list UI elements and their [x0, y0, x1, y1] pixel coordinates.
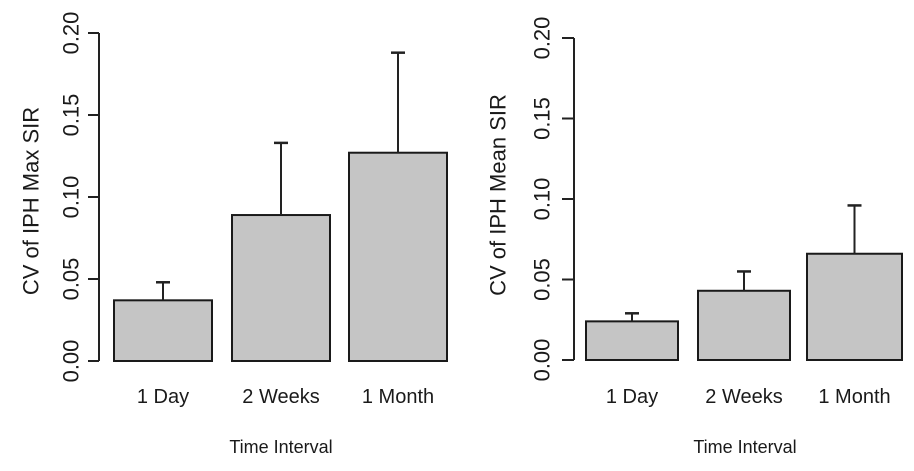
- bar-1-day: [113, 299, 213, 363]
- y-axis-tick-label: 0.05: [59, 258, 84, 301]
- x-axis-title: Time Interval: [693, 437, 796, 457]
- y-axis-tick-label: 0.20: [530, 17, 555, 60]
- y-axis-tick-label: 0.10: [530, 178, 555, 221]
- x-category-label-2-weeks: 2 Weeks: [242, 386, 319, 408]
- y-axis-tick-label: 0.05: [530, 258, 555, 301]
- y-axis-tick-label: 0.20: [59, 12, 84, 55]
- y-axis-tick-label: 0.10: [59, 176, 84, 219]
- bar-1-day: [585, 320, 679, 361]
- bar-2-weeks: [697, 289, 791, 361]
- bar-1-month: [348, 151, 448, 362]
- x-category-label-1-month: 1 Month: [818, 386, 890, 408]
- bar-chart-cv-iph-mean-sir: 0.00 0.05 0.10 0.15 0.20 CV of IPH Mean SIR 1 …: [457, 0, 914, 471]
- chart-svg: 0.00 0.05 0.10 0.15 0.20 CV of IPH Mean SIR 1 …: [486, 17, 903, 457]
- y-axis-title: CV of IPH Max SIR: [19, 107, 44, 295]
- bar-2-weeks: [231, 214, 331, 362]
- bar-chart-cv-iph-max-sir: 0.00 0.05 0.10 0.15 0.20 CV of IPH Max SIR 1 D…: [19, 12, 448, 457]
- x-axis-title: Time Interval: [229, 437, 332, 457]
- chart-svg: 0.00 0.05 0.10 0.15 0.20 CV of IPH Max SIR 1 D…: [19, 12, 448, 457]
- x-category-label-1-day: 1 Day: [606, 386, 658, 408]
- y-axis-tick-label: 0.15: [59, 94, 84, 137]
- bar-1-month: [806, 252, 903, 362]
- x-category-label-2-weeks: 2 Weeks: [705, 386, 782, 408]
- y-axis-tick-label: 0.00: [59, 340, 84, 383]
- y-axis-title: CV of IPH Mean SIR: [486, 94, 511, 296]
- x-category-label-1-month: 1 Month: [362, 386, 434, 408]
- x-category-label-1-day: 1 Day: [137, 386, 189, 408]
- y-axis-tick-label: 0.15: [530, 97, 555, 140]
- y-axis-tick-label: 0.00: [530, 339, 555, 382]
